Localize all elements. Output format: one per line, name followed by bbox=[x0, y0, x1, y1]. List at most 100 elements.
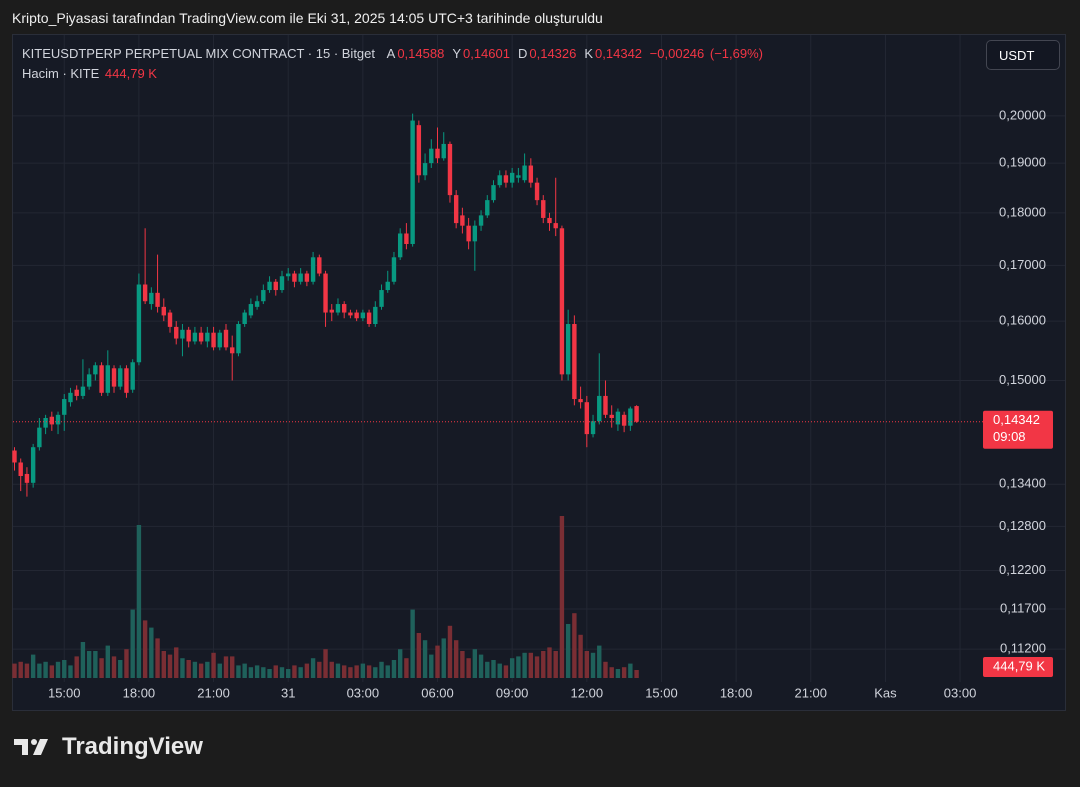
volume-bar bbox=[621, 667, 627, 678]
volume-bar bbox=[559, 516, 565, 678]
currency-button[interactable]: USDT bbox=[986, 40, 1060, 70]
x-tick-label: 21:00 bbox=[197, 685, 230, 700]
ohlc-key: D bbox=[517, 46, 528, 61]
candle-body bbox=[590, 421, 596, 435]
candle-body bbox=[149, 292, 154, 305]
volume-bar bbox=[236, 665, 241, 678]
volume-tag-label: 444,79 K bbox=[993, 658, 1045, 673]
candle-body bbox=[136, 284, 142, 363]
countdown-label: 09:08 bbox=[993, 429, 1026, 444]
candle-body bbox=[323, 273, 328, 313]
volume-bar bbox=[186, 660, 191, 678]
volume-label: Hacim · KITE bbox=[22, 66, 100, 81]
volume-bar bbox=[248, 667, 254, 678]
volume-row: Hacim · KITE 444,79 K bbox=[22, 64, 765, 84]
candle-body bbox=[211, 332, 216, 348]
volume-bar bbox=[466, 658, 471, 678]
candle-body bbox=[366, 312, 372, 325]
candle-body bbox=[410, 120, 415, 244]
candle-body bbox=[80, 386, 86, 396]
candle-body bbox=[124, 368, 129, 393]
volume-bar bbox=[441, 638, 446, 678]
candle-body bbox=[565, 324, 571, 375]
volume-bar bbox=[230, 656, 235, 678]
volume-bar bbox=[18, 661, 23, 678]
candle-body bbox=[429, 148, 434, 164]
y-tick-label: 0,11200 bbox=[1000, 641, 1046, 656]
candle-body bbox=[460, 215, 465, 226]
x-tick-label: 12:00 bbox=[571, 685, 604, 700]
logo-text: TradingView bbox=[62, 733, 203, 760]
candle-body bbox=[584, 402, 590, 435]
last-price-label: 0,14342 bbox=[993, 412, 1040, 427]
volume-bar bbox=[217, 663, 222, 678]
volume-bar bbox=[93, 651, 98, 678]
y-tick-label: 0,11700 bbox=[1000, 600, 1046, 615]
symbol-row: KITEUSDTPERP PERPETUAL MIX CONTRACT · 15… bbox=[22, 44, 765, 64]
x-tick-label: 15:00 bbox=[645, 685, 678, 700]
candle-body bbox=[509, 172, 515, 183]
volume-bar bbox=[435, 645, 440, 678]
volume-bar bbox=[379, 661, 384, 678]
candle-body bbox=[292, 273, 297, 282]
candle-body bbox=[534, 182, 540, 201]
volume-bar bbox=[491, 660, 496, 678]
candle-body bbox=[341, 304, 347, 313]
candle-body bbox=[43, 418, 48, 428]
candle-body bbox=[155, 292, 160, 307]
candle-body bbox=[248, 304, 254, 316]
volume-bar bbox=[254, 665, 260, 678]
volume-bar bbox=[553, 651, 558, 678]
candle-body bbox=[254, 301, 260, 307]
volume-tag bbox=[983, 656, 1053, 677]
candle-body bbox=[447, 143, 453, 196]
candle-body bbox=[180, 329, 185, 339]
volume-bar bbox=[62, 660, 67, 678]
candle-body bbox=[205, 332, 210, 342]
volume-bar bbox=[565, 624, 571, 678]
volume-bar bbox=[366, 665, 372, 678]
x-tick-label: 15:00 bbox=[48, 685, 81, 700]
candle-body bbox=[310, 257, 316, 282]
candle-body bbox=[391, 257, 397, 282]
x-tick-label: 18:00 bbox=[720, 685, 753, 700]
symbol: KITEUSDTPERP PERPETUAL MIX CONTRACT · 15… bbox=[22, 46, 376, 61]
volume-bar bbox=[111, 656, 117, 678]
candle-body bbox=[453, 195, 459, 224]
volume-bar bbox=[30, 654, 36, 678]
y-tick-label: 0,17000 bbox=[999, 257, 1046, 272]
candle-body bbox=[142, 284, 148, 302]
candle-body bbox=[298, 273, 303, 282]
candle-body bbox=[404, 233, 409, 244]
candle-body bbox=[491, 185, 496, 201]
candle-body bbox=[304, 273, 310, 282]
candle-body bbox=[286, 273, 291, 277]
candle-body bbox=[24, 473, 30, 483]
candle-body bbox=[360, 312, 366, 319]
volume-bar bbox=[497, 663, 502, 678]
candle-body bbox=[597, 395, 602, 422]
candle-body bbox=[373, 306, 378, 325]
candle-body bbox=[118, 368, 123, 387]
volume-bar bbox=[410, 609, 415, 678]
volume-bar bbox=[615, 669, 621, 678]
candle-body bbox=[472, 225, 478, 242]
candle-body bbox=[435, 148, 440, 159]
candle-body bbox=[68, 392, 73, 403]
candle-body bbox=[174, 326, 179, 339]
candle-body bbox=[167, 312, 173, 327]
volume-bar bbox=[37, 663, 42, 678]
volume-bar bbox=[609, 667, 614, 678]
y-tick-label: 0,20000 bbox=[999, 107, 1046, 122]
candle-body bbox=[12, 450, 17, 463]
candle-body bbox=[609, 414, 614, 419]
volume-bar bbox=[167, 654, 173, 678]
candle-body bbox=[348, 312, 353, 316]
candle-body bbox=[18, 462, 23, 476]
volume-bar bbox=[578, 634, 583, 678]
change-percent: (−1,69%) bbox=[709, 46, 764, 61]
volume-bar bbox=[261, 667, 266, 678]
candle-body bbox=[335, 304, 341, 313]
volume-bar bbox=[590, 652, 596, 678]
